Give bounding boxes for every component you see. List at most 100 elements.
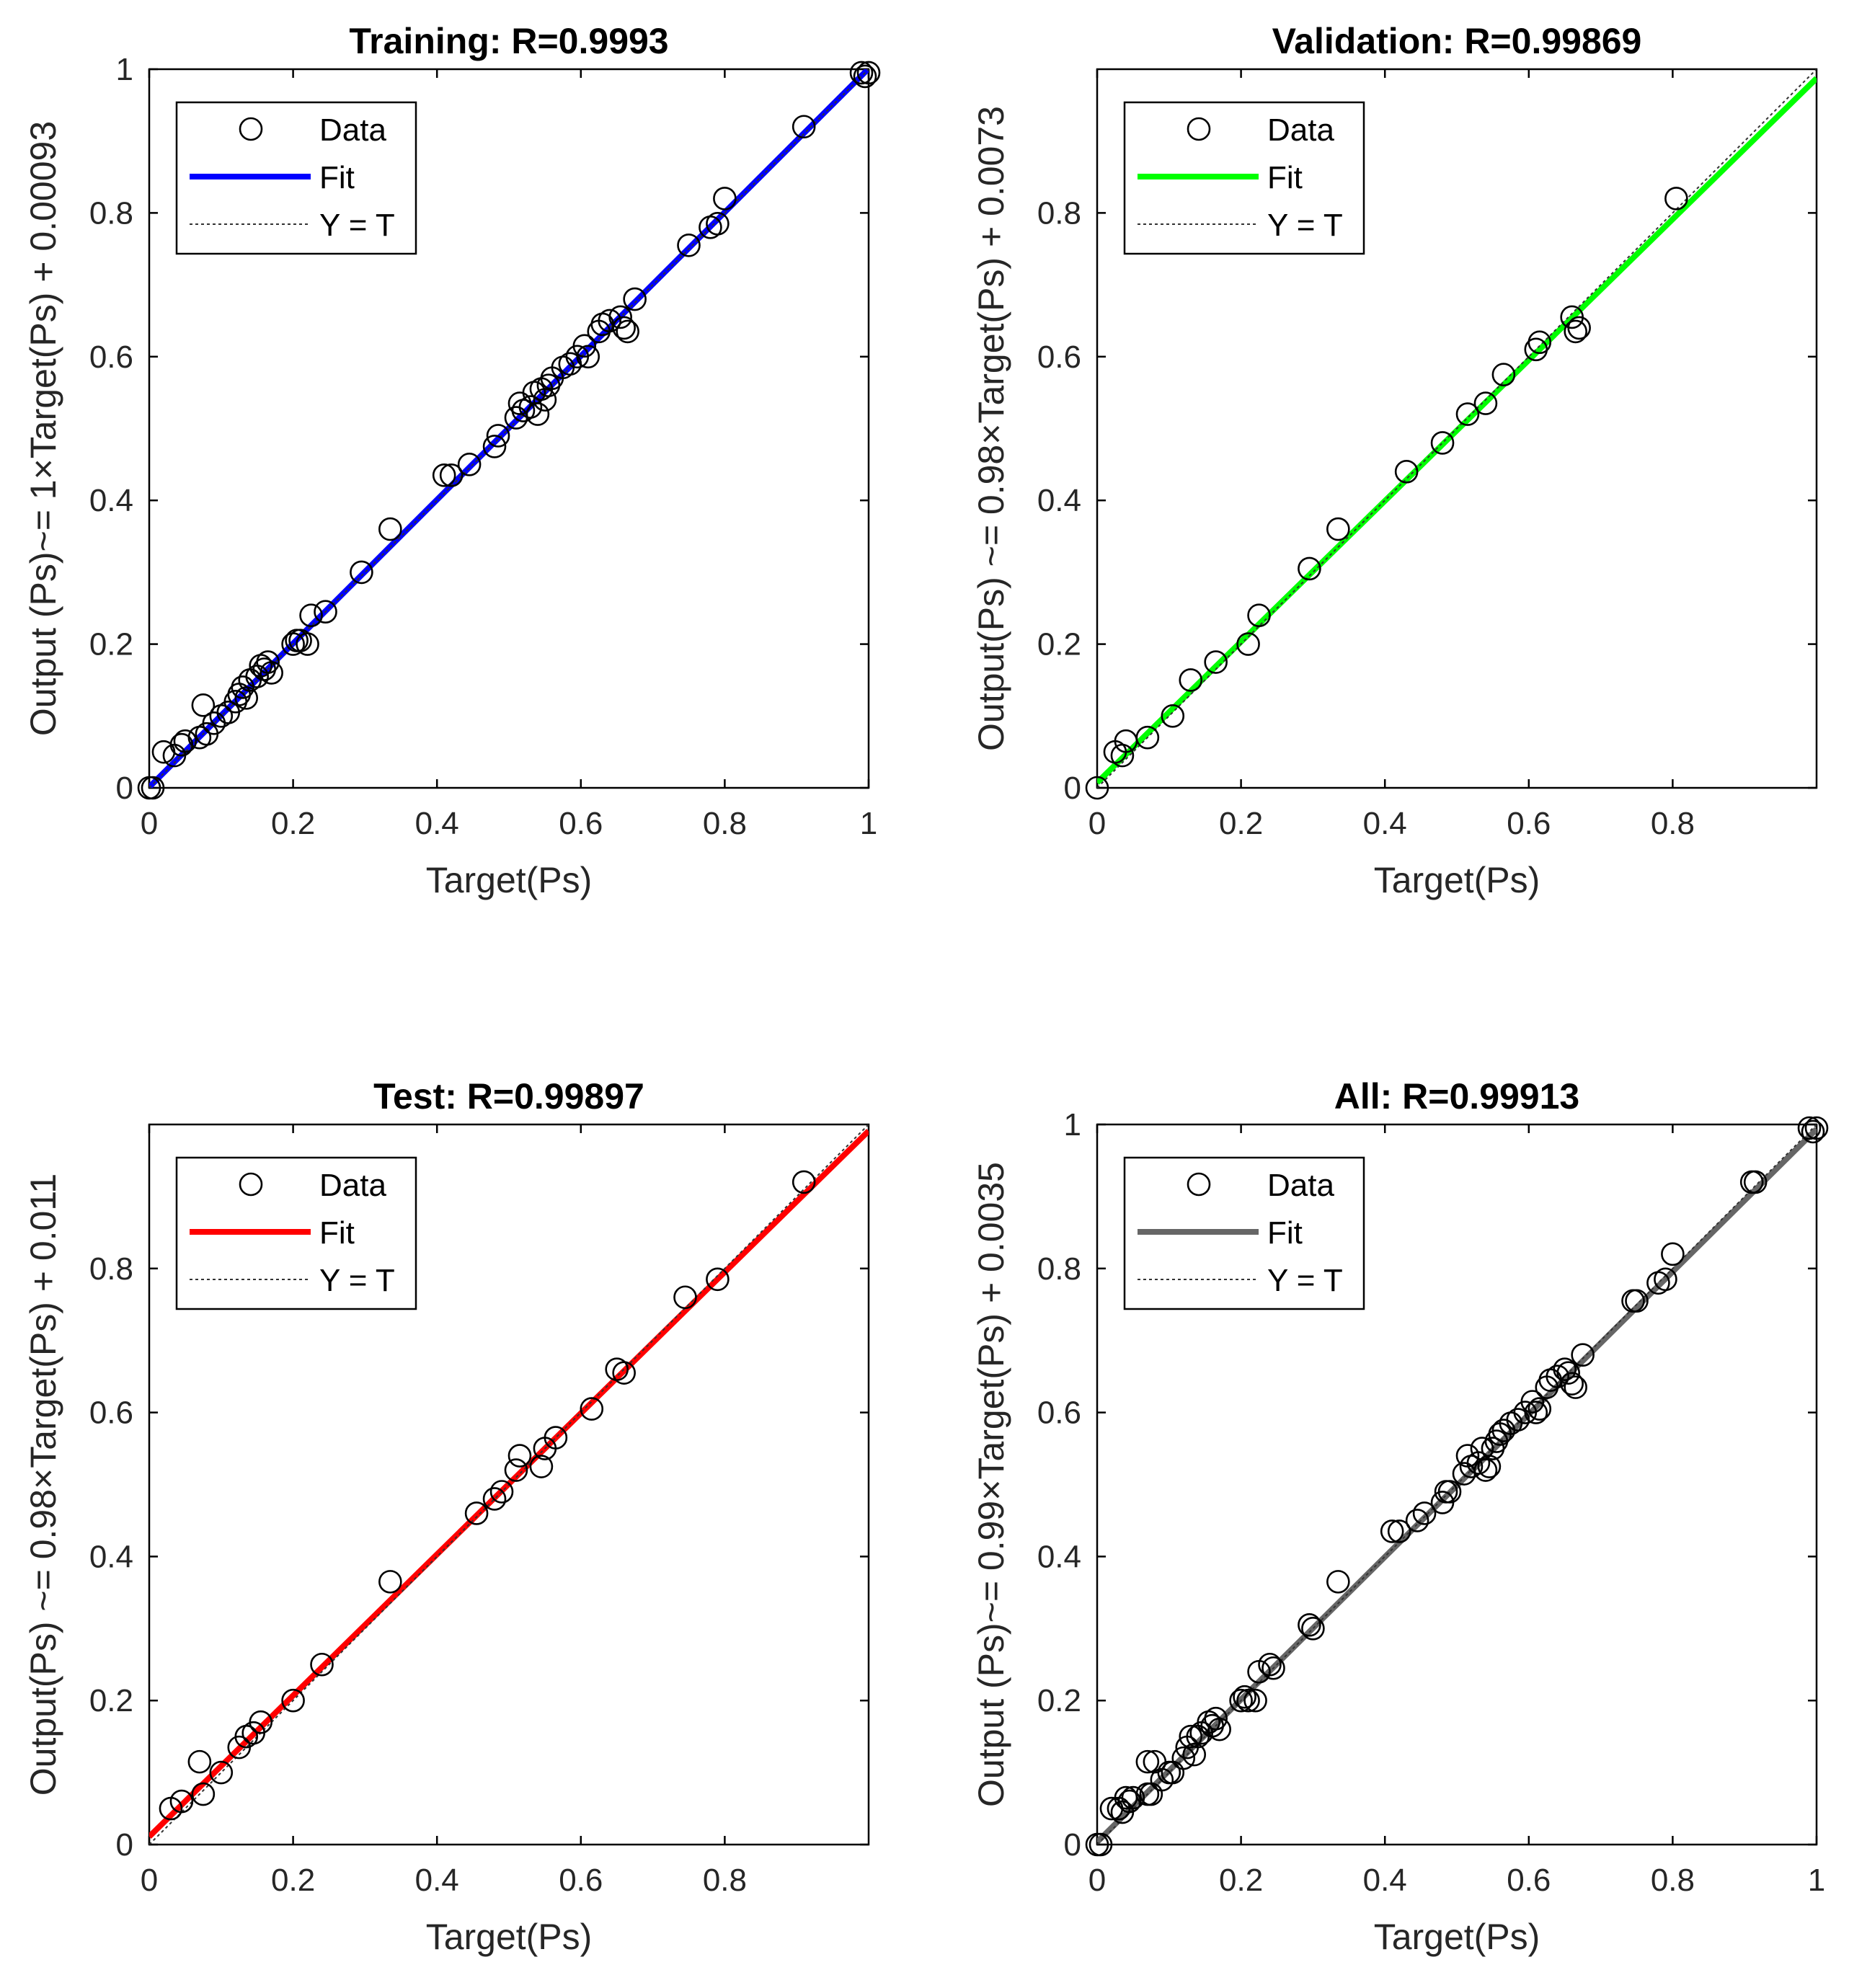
training-x-tick-label: 0	[141, 806, 158, 841]
training-data-point	[296, 632, 319, 656]
all-data-point	[1229, 1688, 1253, 1713]
validation-data-point	[1430, 431, 1455, 455]
training-legend-data-marker	[239, 117, 263, 141]
training-data-point	[849, 61, 874, 85]
test-data-point	[464, 1501, 489, 1525]
training-data-point	[234, 686, 259, 710]
validation-data-point	[1161, 704, 1185, 728]
all-data-point	[1804, 1116, 1829, 1140]
all-data-point	[1236, 1688, 1260, 1713]
validation-x-tick-label: 0.8	[1651, 806, 1695, 841]
all-y-axis-label: Output (Ps)~= 0.99×Target(Ps) + 0.0035	[971, 1162, 1011, 1807]
validation-data-point	[1236, 632, 1260, 656]
all-data-point	[1564, 1375, 1587, 1399]
training-x-tick-label: 0.6	[559, 806, 603, 841]
validation-y-tick-label: 0.6	[1037, 340, 1081, 375]
validation-data-point	[1110, 743, 1135, 768]
training-y-tick-label: 0	[116, 771, 133, 806]
training-data-point	[853, 64, 877, 89]
all-data-point	[1298, 1613, 1321, 1637]
all-data-point	[1233, 1685, 1256, 1709]
validation-title: Validation: R=0.99869	[1272, 21, 1642, 61]
training-x-tick-label: 0.2	[271, 806, 315, 841]
training-legend-fit-label: Fit	[319, 160, 355, 195]
all-data-point	[1387, 1519, 1411, 1543]
training-data-point	[612, 316, 636, 340]
validation-x-axis-label: Target(Ps)	[1374, 860, 1540, 900]
all-x-tick-label: 0.6	[1507, 1863, 1551, 1898]
training-x-tick-label: 0.8	[703, 806, 747, 841]
all-data-point	[1625, 1289, 1649, 1313]
all-data-point	[1243, 1688, 1267, 1713]
all-legend: Data Fit Y = T	[1123, 1156, 1365, 1310]
all-data-point	[1326, 1570, 1350, 1594]
all-title: All: R=0.99913	[1334, 1076, 1579, 1117]
training-data-point	[526, 402, 550, 426]
validation-data-point	[1473, 391, 1498, 415]
test-y-tick-label: 0.6	[89, 1395, 133, 1431]
all-y-tick-label: 0.4	[1037, 1539, 1081, 1574]
test-y-tick-label: 0.8	[89, 1251, 133, 1287]
test-data-point	[507, 1444, 532, 1468]
all-data-point	[1437, 1480, 1462, 1504]
validation-data-point	[1298, 556, 1321, 581]
test-x-tick-label: 0.2	[271, 1863, 315, 1898]
training-y-tick-label: 0.8	[89, 195, 133, 231]
validation-data-point	[1326, 517, 1350, 541]
training-y-axis-label: Output (Ps)~= 1×Target(Ps) + 0.00093	[23, 121, 63, 736]
training-data-point	[598, 309, 622, 333]
training-data-point	[856, 61, 881, 85]
validation-legend-data-marker	[1187, 117, 1211, 141]
all-legend-data-label: Data	[1267, 1168, 1334, 1203]
all-legend-yt-label: Y = T	[1267, 1263, 1343, 1298]
test-y-tick-label: 0	[116, 1827, 133, 1863]
test-data-point	[191, 1782, 216, 1806]
training-plot: 0 0.2 0.4 0.6 0.8 1 0 0.2 0.4 0.6 0.8 1 Training: R=…	[23, 21, 881, 900]
validation-fit-line	[1097, 76, 1817, 785]
training-data-point	[439, 463, 464, 487]
training-data-point	[518, 395, 543, 419]
all-data-point	[1520, 1390, 1545, 1414]
validation-y-axis-label: Output(Ps) ~= 0.98×Target(Ps) + 0.0073	[971, 106, 1011, 751]
test-data-point	[187, 1749, 212, 1774]
training-data-point	[191, 693, 216, 717]
test-data-point	[580, 1397, 604, 1421]
test-x-tick-label: 0.6	[559, 1863, 603, 1898]
test-data-point	[378, 1570, 402, 1594]
validation-y-tick-label: 0.2	[1037, 627, 1081, 662]
training-y-tick-label: 1	[116, 52, 133, 87]
validation-x-tick-label: 0.2	[1219, 806, 1263, 841]
all-x-tick-label: 1	[1808, 1863, 1825, 1898]
all-legend-fit-label: Fit	[1267, 1215, 1303, 1251]
validation-data-point	[1085, 776, 1109, 800]
all-data-point	[1473, 1458, 1498, 1482]
training-data-point	[141, 776, 165, 800]
test-data-point	[209, 1760, 234, 1785]
validation-plot: 0 0.2 0.4 0.6 0.8 0 0.2 0.4 0.6 0.8 Validation: R=…	[971, 21, 1818, 900]
training-data-point	[572, 334, 597, 358]
training-data-point	[623, 287, 647, 311]
test-plot: 0 0.2 0.4 0.6 0.8 0 0.2 0.4 0.6 0.8 Test: R=0.9989…	[23, 1076, 870, 1957]
training-data-point	[350, 560, 373, 585]
all-data-point	[1477, 1455, 1502, 1478]
validation-x-tick-label: 0	[1088, 806, 1106, 841]
test-data-point	[489, 1480, 514, 1504]
training-data-point	[482, 435, 507, 458]
test-legend-data-label: Data	[319, 1168, 386, 1203]
all-data-point	[1553, 1357, 1577, 1381]
test-data-point	[706, 1267, 730, 1292]
validation-identity-line	[1097, 69, 1817, 788]
test-data-point	[249, 1710, 272, 1734]
test-y-axis-label: Output(Ps) ~= 0.98×Target(Ps) + 0.011	[23, 1173, 63, 1796]
training-data-point	[299, 603, 323, 628]
test-x-tick-label: 0.8	[703, 1863, 747, 1898]
all-data-point	[1088, 1832, 1113, 1857]
training-data-point	[608, 305, 632, 329]
validation-data-point	[1204, 650, 1228, 674]
validation-legend-yt-label: Y = T	[1267, 208, 1343, 243]
all-data-point	[1405, 1509, 1429, 1532]
all-data-point	[1204, 1706, 1228, 1731]
test-data-point	[792, 1170, 816, 1194]
all-data-point	[1412, 1501, 1437, 1525]
training-legend-yt-label: Y = T	[319, 208, 395, 243]
